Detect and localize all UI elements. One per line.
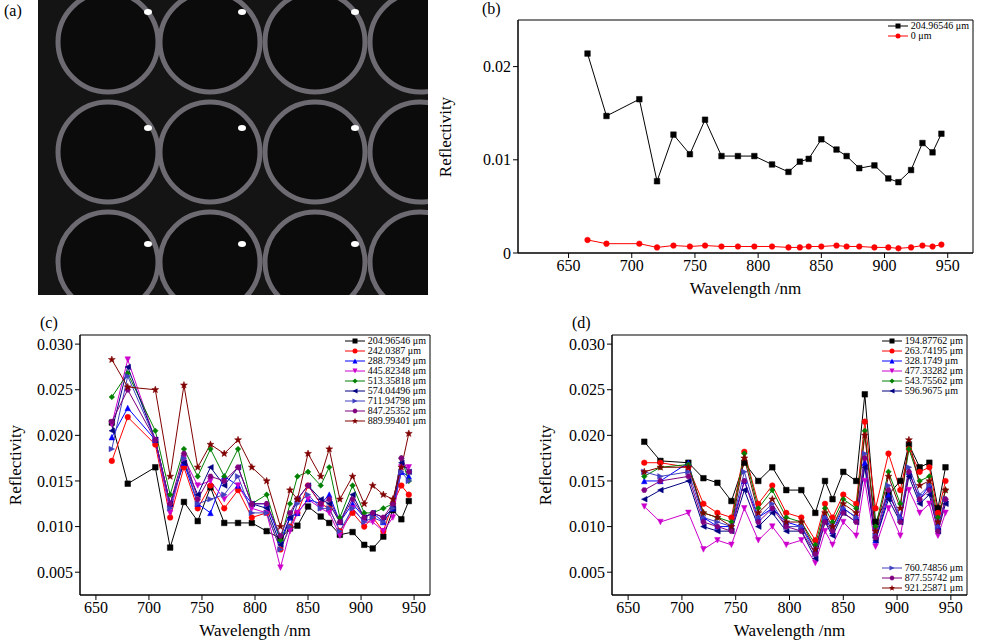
html-text:(c): (c): [40, 314, 58, 331]
svg-text:0.030: 0.030: [569, 336, 605, 353]
html-text:204.96546 μm: 204.96546 μm: [910, 20, 969, 31]
svg-text:0.010: 0.010: [37, 518, 73, 535]
html-text:921.25871 μm: 921.25871 μm: [904, 582, 963, 593]
svg-text:650: 650: [557, 257, 581, 274]
html-text:Wavelength /nm: Wavelength /nm: [689, 279, 802, 298]
svg-text:0.020: 0.020: [569, 427, 605, 444]
svg-text:950: 950: [402, 599, 426, 616]
svg-text:750: 750: [724, 599, 748, 616]
html-text:889.99401 μm: 889.99401 μm: [367, 415, 426, 426]
svg-text:0.01: 0.01: [483, 151, 511, 168]
html-text:574.04496 μm: 574.04496 μm: [367, 385, 426, 396]
svg-text:750: 750: [683, 257, 707, 274]
svg-text:0.02: 0.02: [483, 58, 511, 75]
svg-text:950: 950: [936, 257, 960, 274]
html-text:288.79349 μm: 288.79349 μm: [367, 355, 426, 366]
html-text:204.96546 μm: 204.96546 μm: [367, 335, 426, 346]
html-text:Wavelength /nm: Wavelength /nm: [733, 621, 846, 640]
svg-text:0.015: 0.015: [37, 473, 73, 490]
html-text:Wavelength /nm: Wavelength /nm: [199, 621, 311, 640]
svg-text:750: 750: [190, 599, 214, 616]
svg-text:0.030: 0.030: [37, 336, 73, 353]
svg-text:700: 700: [670, 599, 694, 616]
svg-text:900: 900: [885, 599, 909, 616]
svg-text:800: 800: [746, 257, 770, 274]
html-text:0 μm: 0 μm: [910, 30, 932, 41]
svg-text:800: 800: [778, 599, 802, 616]
html-text:477.33282 μm: 477.33282 μm: [904, 365, 963, 376]
html-text:Reflectivity: Reflectivity: [6, 424, 25, 506]
svg-text:650: 650: [84, 599, 108, 616]
svg-text:650: 650: [616, 599, 640, 616]
html-text:194.87762 μm: 194.87762 μm: [904, 335, 963, 346]
svg-text:850: 850: [296, 599, 320, 616]
svg-text:0.020: 0.020: [37, 427, 73, 444]
svg-text:0.005: 0.005: [37, 564, 73, 581]
html-text:445.82348 μm: 445.82348 μm: [367, 365, 426, 376]
svg-text:800: 800: [243, 599, 267, 616]
svg-text:850: 850: [809, 257, 833, 274]
html-text:(d): (d): [572, 314, 591, 331]
html-text:847.25352 μm: 847.25352 μm: [367, 405, 426, 416]
html-text:(a): (a): [4, 2, 22, 19]
html-text:596.9675 μm: 596.9675 μm: [904, 385, 958, 396]
svg-text:950: 950: [939, 599, 963, 616]
html-text:328.1749 μm: 328.1749 μm: [904, 355, 958, 366]
html-text:Reflectivity: Reflectivity: [436, 96, 455, 177]
svg-text:0.025: 0.025: [569, 381, 605, 398]
svg-text:0: 0: [503, 245, 511, 262]
svg-text:900: 900: [349, 599, 373, 616]
svg-text:700: 700: [620, 257, 644, 274]
svg-text:0.015: 0.015: [569, 473, 605, 490]
html-text:263.74195 μm: 263.74195 μm: [904, 345, 963, 356]
html-text:513.35818 μm: 513.35818 μm: [367, 375, 426, 386]
svg-text:0.005: 0.005: [569, 564, 605, 581]
svg-text:850: 850: [831, 599, 855, 616]
html-text:543.75562 μm: 543.75562 μm: [904, 375, 963, 386]
html-text:(b): (b): [482, 0, 501, 17]
svg-text:900: 900: [873, 257, 897, 274]
html-text:Reflectivity: Reflectivity: [536, 424, 555, 506]
svg-text:0.025: 0.025: [37, 381, 73, 398]
svg-text:700: 700: [137, 599, 161, 616]
html-text:711.94798 μm: 711.94798 μm: [367, 395, 426, 406]
html-text:760.74856 μm: 760.74856 μm: [904, 562, 963, 573]
svg-text:0.010: 0.010: [569, 518, 605, 535]
html-text:877.55742 μm: 877.55742 μm: [904, 572, 963, 583]
html-text:242.0387 μm: 242.0387 μm: [367, 345, 421, 356]
